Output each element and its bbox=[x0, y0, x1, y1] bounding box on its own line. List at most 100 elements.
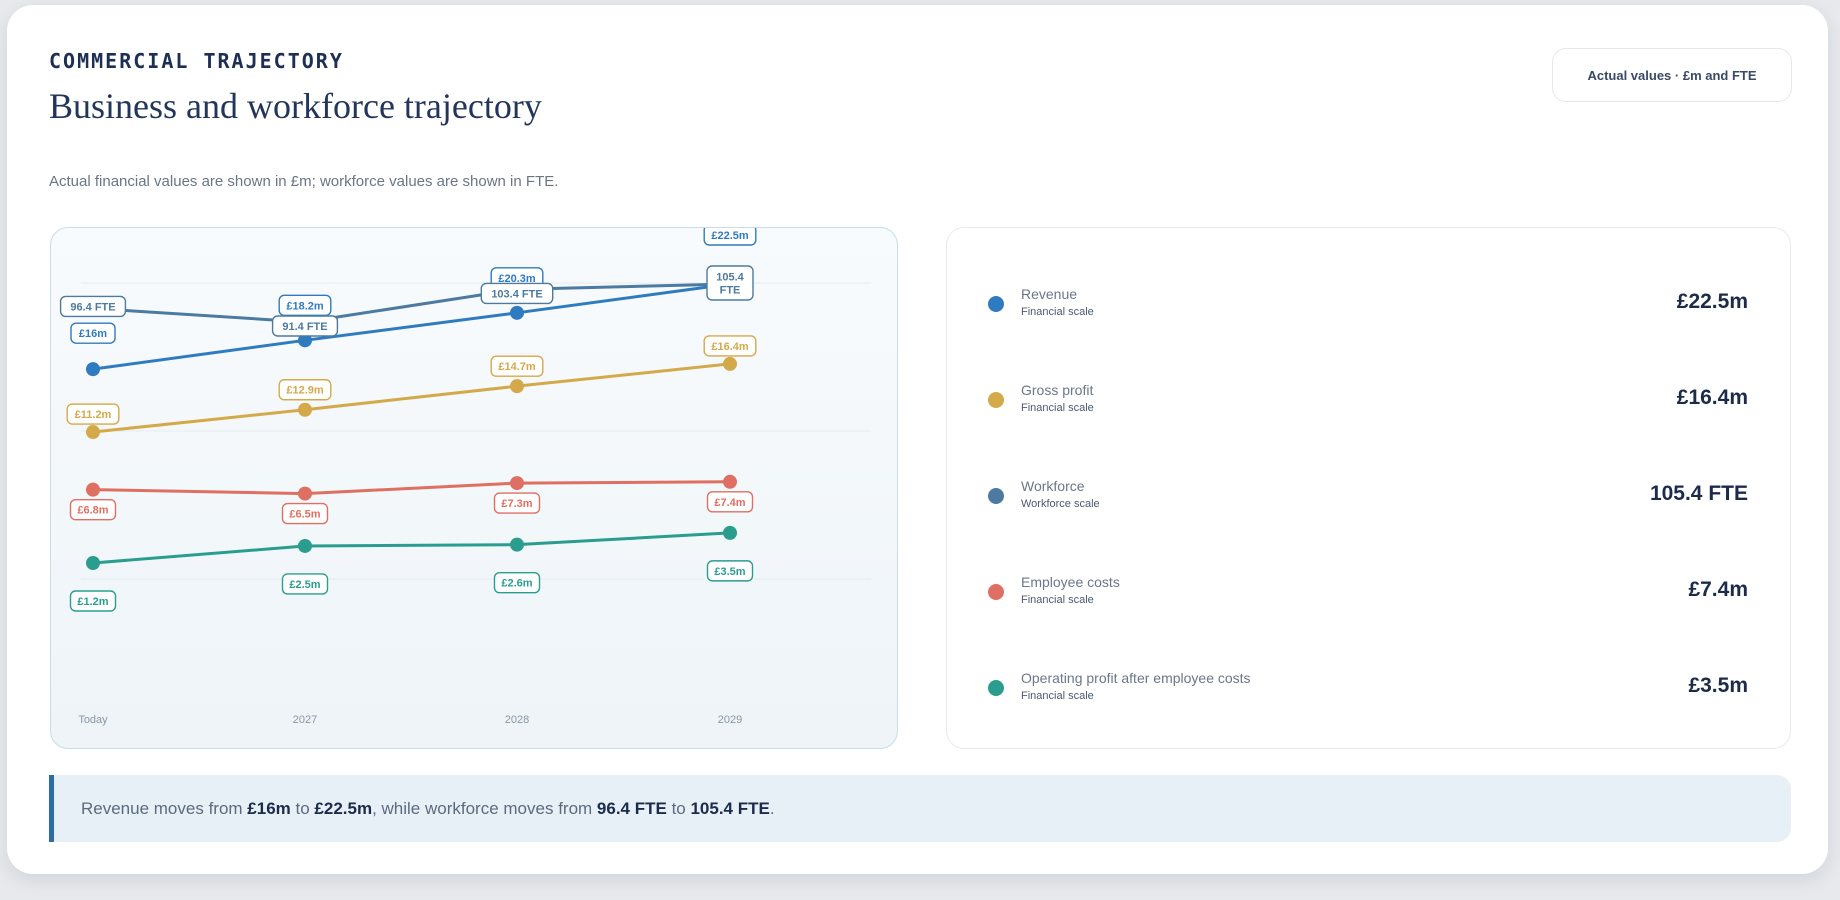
data-label-workforce-text: FTE bbox=[720, 285, 741, 297]
data-label-revenue-text: £16m bbox=[79, 328, 107, 340]
legend-scale: Workforce scale bbox=[1021, 498, 1100, 510]
trajectory-chart: £16m £18.2m £20.3m £22.5m £11.2m £12.9m £14.7m… bbox=[50, 227, 898, 749]
data-label-workforce: 91.4 FTE bbox=[271, 315, 339, 337]
legend-name: Revenue bbox=[1021, 286, 1078, 302]
data-label-gross-profit-text: £16.4m bbox=[711, 341, 749, 353]
legend-panel: Revenue Financial scale £22.5m Gross pro… bbox=[946, 227, 1791, 749]
data-label-gross-profit-box bbox=[278, 379, 332, 401]
summary-prefix: Revenue moves from bbox=[81, 798, 248, 818]
summary-revenue-end: £22.5m bbox=[314, 798, 373, 818]
legend-scale: Financial scale bbox=[1021, 690, 1094, 702]
data-label-revenue-box bbox=[703, 228, 757, 246]
legend-row-revenue: Revenue Financial scale £22.5m bbox=[947, 286, 1790, 326]
data-point-operating-profit bbox=[298, 538, 312, 553]
x-tick-label: 2029 bbox=[718, 714, 742, 726]
data-label-operating-profit-box bbox=[281, 573, 329, 595]
page-subtitle: Actual financial values are shown in £m;… bbox=[49, 173, 559, 190]
section-eyebrow: COMMERCIAL TRAJECTORY bbox=[49, 49, 344, 73]
data-label-gross-profit: £12.9m bbox=[278, 379, 332, 401]
data-label-employee-costs-text: £6.5m bbox=[289, 509, 320, 521]
data-point-operating-profit bbox=[723, 525, 737, 540]
legend-scale: Financial scale bbox=[1021, 594, 1094, 606]
data-label-operating-profit-text: £2.5m bbox=[289, 579, 320, 591]
legend-row-workforce: Workforce Workforce scale 105.4 FTE bbox=[947, 478, 1790, 518]
data-label-workforce-text: 103.4 FTE bbox=[491, 288, 542, 300]
series-line-revenue bbox=[92, 282, 731, 371]
summary-join: , while workforce moves from bbox=[372, 798, 597, 818]
data-label-operating-profit-text: £2.6m bbox=[501, 578, 532, 590]
summary-text: Revenue moves from £16m to £22.5m, while… bbox=[81, 799, 775, 819]
data-point-employee-costs bbox=[86, 482, 100, 497]
data-label-gross-profit: £16.4m bbox=[703, 335, 757, 357]
data-label-employee-costs-box bbox=[69, 498, 117, 521]
summary-callout: Revenue moves from £16m to £22.5m, while… bbox=[49, 775, 1791, 842]
data-label-workforce-box bbox=[706, 265, 754, 301]
data-label-employee-costs: £7.4m bbox=[706, 491, 754, 513]
legend-value: £7.4m bbox=[1688, 578, 1748, 601]
data-label-operating-profit-text: £1.2m bbox=[77, 596, 108, 608]
data-label-employee-costs-text: £7.4m bbox=[714, 497, 745, 509]
data-label-employee-costs-box bbox=[706, 491, 754, 513]
data-point-operating-profit bbox=[86, 556, 100, 570]
data-point-gross-profit bbox=[510, 379, 524, 394]
data-label-operating-profit: £3.5m bbox=[706, 560, 754, 582]
data-label-workforce-box bbox=[59, 295, 127, 318]
data-label-gross-profit-box bbox=[66, 403, 120, 425]
page-title: Business and workforce trajectory bbox=[49, 86, 542, 126]
data-label-operating-profit: £1.2m bbox=[69, 590, 117, 612]
units-badge: Actual values · £m and FTE bbox=[1552, 48, 1792, 102]
summary-fte-end: 105.4 FTE bbox=[690, 798, 770, 818]
data-label-employee-costs-text: £6.8m bbox=[77, 505, 108, 517]
data-label-operating-profit: £2.6m bbox=[493, 571, 541, 594]
legend-row-operating-profit: Operating profit after employee costs Fi… bbox=[947, 670, 1790, 710]
data-point-revenue bbox=[298, 333, 312, 348]
data-label-employee-costs: £7.3m bbox=[493, 492, 541, 514]
legend-dot-gross-profit bbox=[988, 392, 1004, 408]
data-point-revenue bbox=[86, 362, 100, 377]
legend-scale: Financial scale bbox=[1021, 402, 1094, 414]
x-tick-label: 2028 bbox=[505, 714, 529, 726]
legend-value: £3.5m bbox=[1688, 674, 1748, 697]
data-label-revenue: £16m bbox=[70, 322, 116, 344]
summary-join: to bbox=[290, 798, 315, 818]
data-label-workforce-box bbox=[271, 315, 339, 337]
legend-dot-employee-costs bbox=[988, 584, 1004, 600]
data-point-gross-profit bbox=[86, 425, 100, 440]
series-line-operating-profit bbox=[92, 531, 731, 565]
summary-suffix: . bbox=[769, 798, 775, 818]
data-label-gross-profit: £14.7m bbox=[490, 355, 544, 377]
legend-value: £22.5m bbox=[1676, 290, 1748, 313]
data-label-gross-profit-box bbox=[490, 355, 544, 377]
data-label-operating-profit-box bbox=[69, 590, 117, 612]
data-point-employee-costs bbox=[723, 474, 737, 489]
data-point-gross-profit bbox=[723, 356, 737, 371]
data-label-workforce: 103.4 FTE bbox=[480, 282, 554, 305]
legend-dot-operating-profit bbox=[988, 680, 1004, 696]
data-label-operating-profit-box bbox=[706, 560, 754, 582]
data-label-operating-profit: £2.5m bbox=[281, 573, 329, 595]
data-label-workforce: 96.4 FTE bbox=[59, 295, 127, 318]
series-line-employee-costs bbox=[92, 480, 731, 496]
legend-name: Workforce bbox=[1021, 478, 1085, 494]
data-label-gross-profit-text: £14.7m bbox=[498, 361, 536, 373]
data-label-workforce-text: 105.4 bbox=[716, 272, 744, 284]
data-label-revenue: £18.2m bbox=[278, 294, 332, 317]
summary-fte-start: 96.4 FTE bbox=[596, 798, 667, 818]
data-label-gross-profit-box bbox=[703, 335, 757, 357]
data-label-gross-profit-text: £12.9m bbox=[286, 385, 324, 397]
data-point-gross-profit bbox=[298, 402, 312, 417]
data-label-workforce-text: 96.4 FTE bbox=[70, 301, 115, 313]
data-label-gross-profit: £11.2m bbox=[66, 403, 120, 425]
legend-name: Employee costs bbox=[1021, 574, 1120, 590]
data-label-gross-profit-text: £11.2m bbox=[75, 409, 112, 421]
legend-scale: Financial scale bbox=[1021, 306, 1094, 318]
legend-dot-revenue bbox=[988, 296, 1004, 312]
series-line-gross-profit bbox=[92, 362, 731, 434]
data-label-operating-profit-box bbox=[493, 571, 541, 594]
chart-svg: £16m £18.2m £20.3m £22.5m £11.2m £12.9m £14.7m… bbox=[59, 228, 871, 726]
data-label-employee-costs-box bbox=[281, 502, 329, 525]
legend-row-employee-costs: Employee costs Financial scale £7.4m bbox=[947, 574, 1790, 614]
x-tick-label: 2027 bbox=[293, 714, 317, 726]
legend-name: Operating profit after employee costs bbox=[1021, 670, 1251, 686]
